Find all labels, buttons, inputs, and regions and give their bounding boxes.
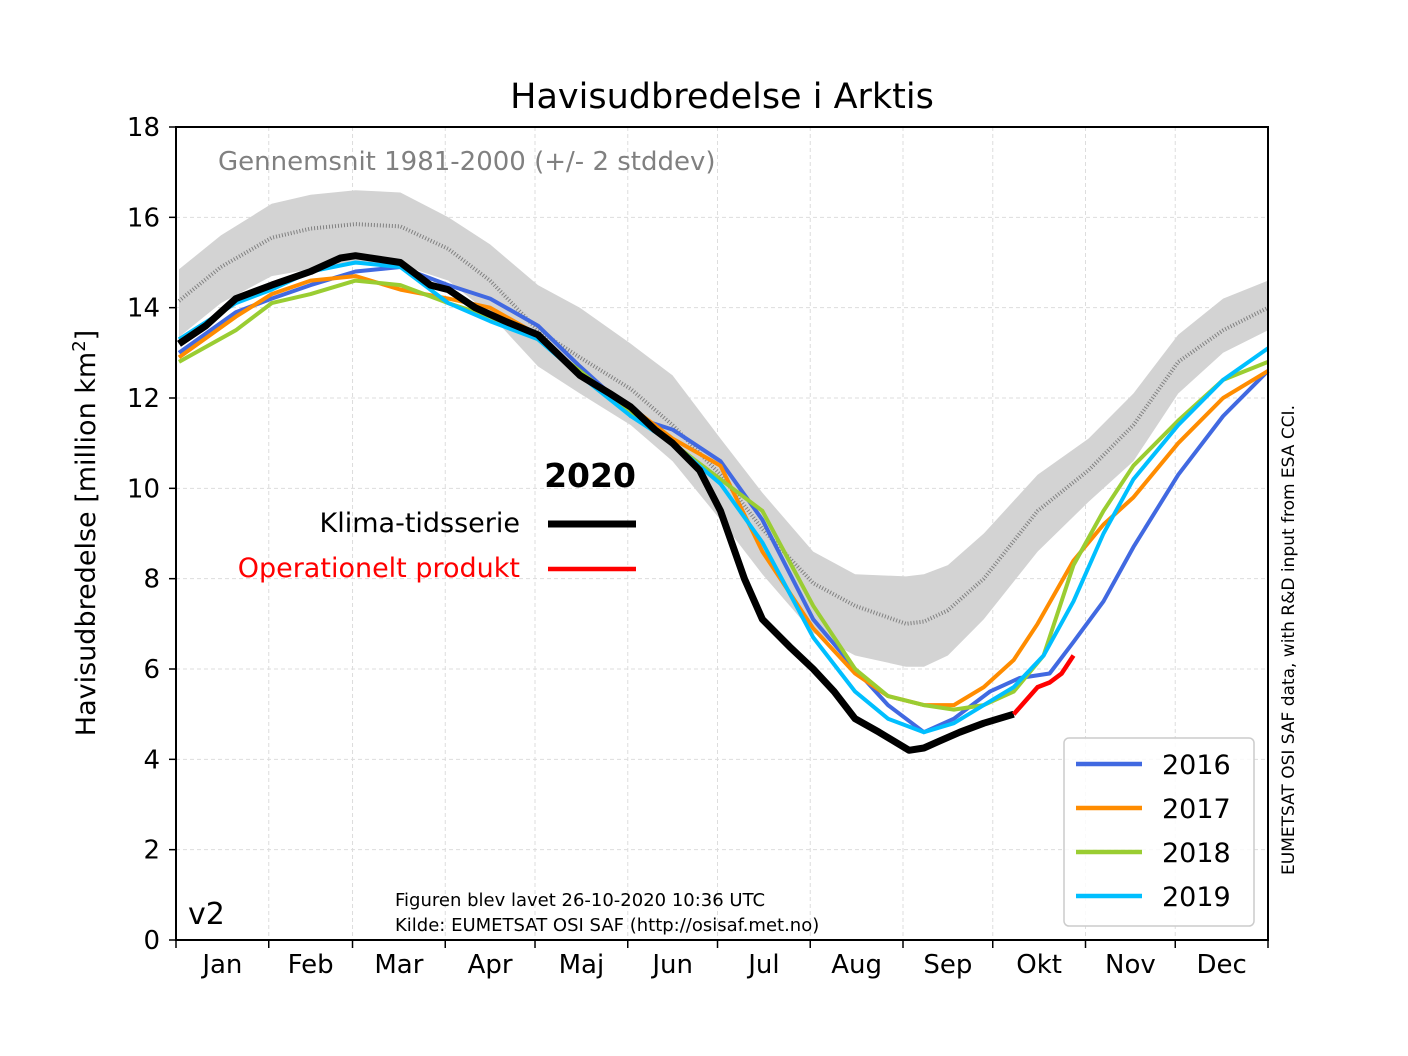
y-tick-label: 4 bbox=[143, 745, 160, 775]
series-line-2016 bbox=[177, 265, 1270, 735]
climatology-band bbox=[179, 190, 1268, 667]
y-tick-label: 8 bbox=[143, 565, 160, 595]
month-label: Mar bbox=[374, 950, 423, 980]
month-label: Maj bbox=[559, 950, 605, 980]
y-tick-label: 14 bbox=[127, 294, 160, 324]
month-label: Okt bbox=[1016, 950, 1062, 980]
legend-label-2016: 2016 bbox=[1162, 750, 1231, 781]
operational-series-label: Operationelt produkt bbox=[238, 553, 520, 584]
y-tick-label: 6 bbox=[143, 655, 160, 685]
y-tick-label: 10 bbox=[127, 474, 160, 504]
y-tick-label: 2 bbox=[143, 836, 160, 866]
plot-frame bbox=[175, 126, 1269, 941]
legend-items: 2016 2017 2018 2019 bbox=[1076, 750, 1231, 913]
y-axis: 0 2 4 6 8 10 12 14 16 18 bbox=[127, 113, 176, 956]
y-tick-label: 16 bbox=[127, 203, 160, 233]
y-axis-label: Havisudbredelse [million km2] bbox=[69, 330, 102, 736]
footer-source: Kilde: EUMETSAT OSI SAF (http://osisaf.m… bbox=[395, 915, 819, 936]
side-note: EUMETSAT OSI SAF data, with R&D input fr… bbox=[1279, 405, 1299, 875]
month-label: Jul bbox=[746, 950, 779, 980]
plot-area: Gennemsnit 1981-2000 (+/- 2 stddev) 2020… bbox=[175, 126, 1270, 941]
series-line-2018 bbox=[178, 278, 1269, 712]
month-label: Aug bbox=[831, 950, 882, 980]
legend-label-2019: 2019 bbox=[1162, 882, 1231, 913]
version-label: v2 bbox=[188, 897, 225, 932]
climatology-label: Gennemsnit 1981-2000 (+/- 2 stddev) bbox=[218, 147, 716, 177]
month-label: Feb bbox=[288, 950, 334, 980]
series-line-2020-operationelt bbox=[1012, 654, 1076, 716]
month-label: Apr bbox=[468, 950, 513, 980]
month-label: Sep bbox=[923, 950, 972, 980]
legend: 2016 2017 2018 2019 bbox=[1063, 737, 1255, 927]
legend-label-2018: 2018 bbox=[1162, 838, 1231, 869]
legend-box bbox=[1063, 737, 1255, 927]
y-tick-label: 12 bbox=[127, 384, 160, 414]
chart-title: Havisudbredelse i Arktis bbox=[510, 77, 934, 117]
month-label: Nov bbox=[1105, 950, 1156, 980]
climate-series-label: Klima-tidsserie bbox=[320, 508, 520, 539]
footer-created: Figuren blev lavet 26-10-2020 10:36 UTC bbox=[395, 890, 765, 911]
current-year-heading: 2020 bbox=[544, 456, 636, 495]
y-tick-label: 0 bbox=[143, 926, 160, 956]
year-series-lines bbox=[177, 260, 1270, 735]
series-line-2020-klima bbox=[177, 252, 1015, 754]
climatology-mean-line bbox=[177, 222, 1269, 626]
legend-label-2017: 2017 bbox=[1162, 794, 1231, 825]
month-label: Jan bbox=[200, 950, 242, 980]
series-line-2019 bbox=[177, 260, 1270, 735]
y-tick-label: 18 bbox=[127, 113, 160, 143]
x-axis: Jan Feb Mar Apr Maj Jun Jul Aug Sep Okt Nov Dec bbox=[175, 940, 1269, 980]
month-label: Dec bbox=[1196, 950, 1246, 980]
month-label: Jun bbox=[650, 950, 693, 980]
